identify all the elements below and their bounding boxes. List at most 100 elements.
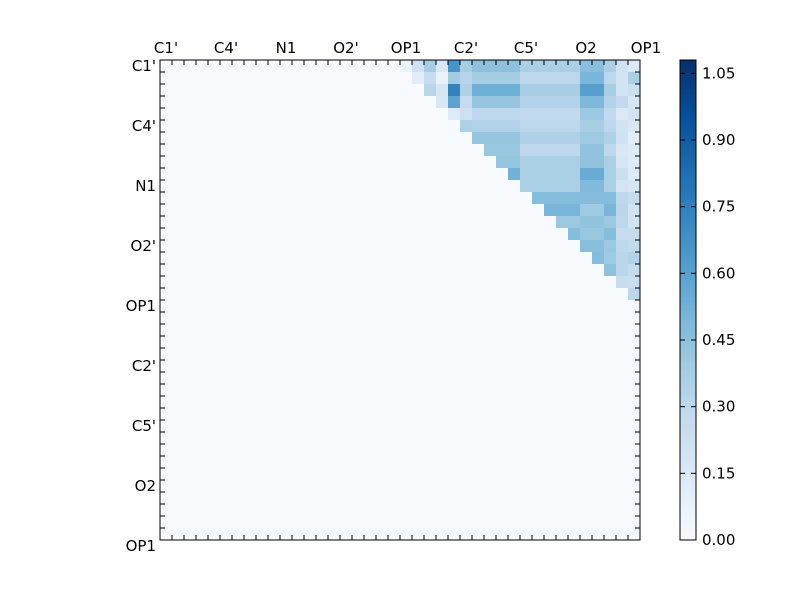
heatmap-cell xyxy=(568,240,581,253)
heatmap-cell xyxy=(172,456,185,469)
heatmap-cell xyxy=(340,456,353,469)
heatmap-cell xyxy=(592,396,605,409)
heatmap-cell xyxy=(532,396,545,409)
heatmap-cell xyxy=(244,120,257,133)
heatmap-cell xyxy=(520,108,533,121)
plot-frame xyxy=(159,59,641,541)
heatmap-cell xyxy=(472,156,485,169)
heatmap-cell xyxy=(232,240,245,253)
heatmap-cell xyxy=(460,240,473,253)
heatmap-cell xyxy=(364,396,377,409)
heatmap-cell xyxy=(316,228,329,241)
heatmap-cell xyxy=(532,348,545,361)
heatmap-cell xyxy=(208,528,221,541)
heatmap-cell xyxy=(268,276,281,289)
heatmap-cell xyxy=(340,528,353,541)
heatmap-cell xyxy=(592,180,605,193)
heatmap-cell xyxy=(220,336,233,349)
heatmap-cell xyxy=(316,120,329,133)
heatmap-cell xyxy=(268,180,281,193)
heatmap-cell xyxy=(292,264,305,277)
heatmap-cell xyxy=(604,60,617,73)
heatmap-cell xyxy=(412,468,425,481)
heatmap-cell xyxy=(556,468,569,481)
heatmap-cell xyxy=(208,420,221,433)
heatmap-cell xyxy=(184,396,197,409)
heatmap-cell xyxy=(268,156,281,169)
heatmap-cell xyxy=(592,336,605,349)
y-tick-label: C2' xyxy=(132,357,156,375)
heatmap-cell xyxy=(604,396,617,409)
heatmap-cell xyxy=(328,420,341,433)
heatmap-cell xyxy=(520,396,533,409)
heatmap-cell xyxy=(160,396,173,409)
x-tick-label: OP1 xyxy=(391,39,421,57)
heatmap-cell xyxy=(232,516,245,529)
heatmap-cell xyxy=(340,168,353,181)
heatmap-cell xyxy=(532,372,545,385)
heatmap-cell xyxy=(472,408,485,421)
heatmap-cell xyxy=(196,276,209,289)
heatmap-cell xyxy=(172,432,185,445)
heatmap-cell xyxy=(532,456,545,469)
heatmap-cell xyxy=(352,372,365,385)
heatmap-cell xyxy=(424,372,437,385)
heatmap-cell xyxy=(484,96,497,109)
heatmap-cell xyxy=(376,312,389,325)
heatmap-cell xyxy=(244,156,257,169)
heatmap-cell xyxy=(472,276,485,289)
heatmap-cell xyxy=(268,324,281,337)
heatmap-cell xyxy=(568,480,581,493)
heatmap-cell xyxy=(268,264,281,277)
heatmap-cell xyxy=(172,504,185,517)
heatmap-cell xyxy=(568,204,581,217)
heatmap-cell xyxy=(496,300,509,313)
heatmap-cell xyxy=(208,120,221,133)
heatmap-cell xyxy=(376,360,389,373)
heatmap-cell xyxy=(220,240,233,253)
heatmap-cell xyxy=(352,156,365,169)
heatmap-cell xyxy=(220,120,233,133)
heatmap-cell xyxy=(532,168,545,181)
heatmap-cell xyxy=(340,420,353,433)
heatmap-cell xyxy=(376,156,389,169)
heatmap-cell xyxy=(520,264,533,277)
heatmap-cell xyxy=(628,204,641,217)
heatmap-cell xyxy=(424,264,437,277)
heatmap-cell xyxy=(364,216,377,229)
heatmap-cell xyxy=(184,120,197,133)
heatmap-cell xyxy=(352,456,365,469)
heatmap-cell xyxy=(280,324,293,337)
heatmap-cell xyxy=(412,168,425,181)
heatmap-cell xyxy=(448,84,461,97)
heatmap-cell xyxy=(436,132,449,145)
heatmap-cell xyxy=(412,156,425,169)
heatmap-cell xyxy=(460,276,473,289)
heatmap-cell xyxy=(556,300,569,313)
heatmap-cell xyxy=(196,156,209,169)
heatmap-cell xyxy=(232,528,245,541)
heatmap-cell xyxy=(304,360,317,373)
heatmap-cell xyxy=(424,120,437,133)
heatmap-cell xyxy=(220,144,233,157)
heatmap-cell xyxy=(316,168,329,181)
heatmap-cell xyxy=(436,84,449,97)
heatmap-cell xyxy=(520,360,533,373)
heatmap-cell xyxy=(544,444,557,457)
heatmap-cell xyxy=(424,108,437,121)
heatmap-cell xyxy=(544,480,557,493)
heatmap-cell xyxy=(232,252,245,265)
heatmap-cell xyxy=(508,456,521,469)
heatmap-cell xyxy=(520,156,533,169)
heatmap-cell xyxy=(328,396,341,409)
heatmap-cell xyxy=(160,240,173,253)
heatmap-cell xyxy=(484,180,497,193)
heatmap-cell xyxy=(232,144,245,157)
heatmap-cell xyxy=(220,360,233,373)
heatmap-cell xyxy=(172,348,185,361)
heatmap-cell xyxy=(232,192,245,205)
heatmap-cell xyxy=(184,168,197,181)
heatmap-cell xyxy=(328,528,341,541)
heatmap-cell xyxy=(616,384,629,397)
heatmap-cell xyxy=(196,264,209,277)
